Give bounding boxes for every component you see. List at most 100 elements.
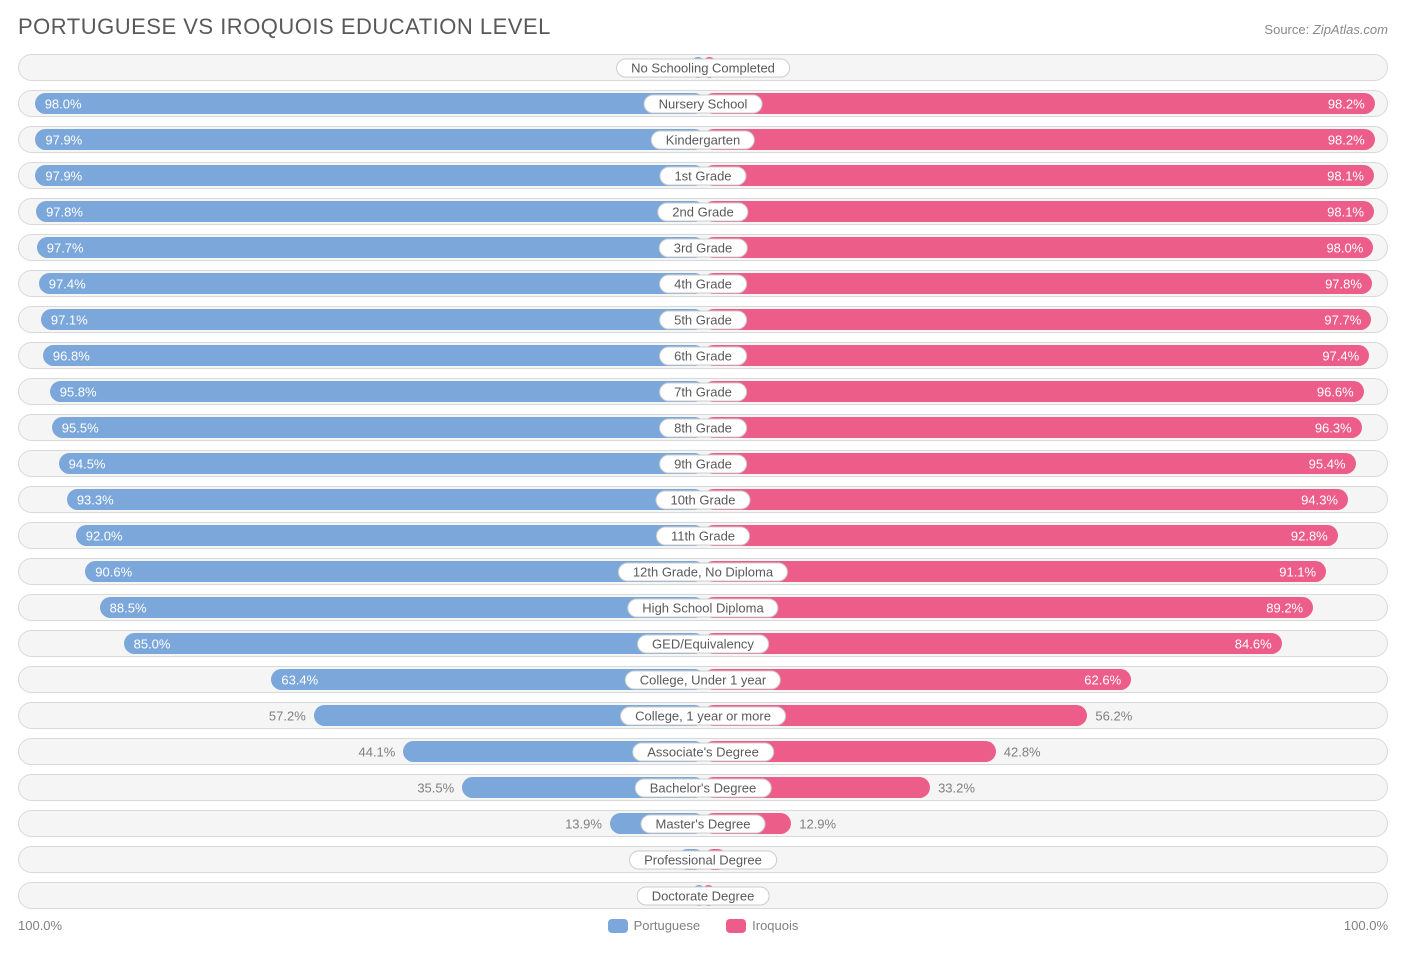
bar-row: 94.5% 95.4% 9th Grade — [18, 450, 1388, 477]
bar-left-value: 93.3% — [77, 493, 114, 506]
category-label: 1st Grade — [659, 166, 746, 185]
bar-row: 93.3% 94.3% 10th Grade — [18, 486, 1388, 513]
bar-left — [85, 561, 705, 582]
bar-left-value: 13.9% — [565, 817, 602, 830]
bar-right — [703, 309, 1371, 330]
bar-right-value: 97.4% — [1322, 349, 1359, 362]
chart-title: PORTUGUESE VS IROQUOIS EDUCATION LEVEL — [18, 14, 551, 40]
bar-right — [703, 597, 1313, 618]
bar-left-value: 44.1% — [358, 745, 395, 758]
category-label: 5th Grade — [659, 310, 747, 329]
bar-left-value: 97.9% — [45, 169, 82, 182]
bar-row: 97.7% 98.0% 3rd Grade — [18, 234, 1388, 261]
bar-left — [50, 381, 705, 402]
legend-label-portuguese: Portuguese — [634, 918, 701, 933]
bar-left-value: 35.5% — [417, 781, 454, 794]
bar-row: 97.9% 98.1% 1st Grade — [18, 162, 1388, 189]
bar-right — [703, 129, 1375, 150]
bar-left — [35, 165, 705, 186]
bar-right — [703, 489, 1348, 510]
bar-right — [703, 381, 1364, 402]
category-label: 9th Grade — [659, 454, 747, 473]
category-label: Doctorate Degree — [637, 886, 770, 905]
bar-left-value: 97.4% — [49, 277, 86, 290]
category-label: GED/Equivalency — [637, 634, 769, 653]
bar-left — [37, 237, 705, 258]
bar-right — [703, 633, 1282, 654]
bar-row: 63.4%62.6%College, Under 1 year — [18, 666, 1388, 693]
bar-right-value: 96.6% — [1317, 385, 1354, 398]
source-label: Source: — [1264, 22, 1309, 37]
legend-item-portuguese: Portuguese — [608, 918, 701, 933]
bar-left-value: 97.1% — [51, 313, 88, 326]
bar-right-value: 95.4% — [1309, 457, 1346, 470]
bar-right-value: 97.8% — [1325, 277, 1362, 290]
bar-row: 88.5%89.2%High School Diploma — [18, 594, 1388, 621]
category-label: 11th Grade — [656, 526, 750, 545]
bar-right-value: 92.8% — [1291, 529, 1328, 542]
category-label: Master's Degree — [641, 814, 766, 833]
bar-left-value: 98.0% — [45, 97, 82, 110]
bar-left-value: 97.7% — [47, 241, 84, 254]
diverging-bar-chart: 2.1%1.9%No Schooling Completed 98.0%98.2%… — [18, 54, 1388, 909]
bar-row: 97.4%97.8%4th Grade — [18, 270, 1388, 297]
bar-left — [52, 417, 705, 438]
chart-source: Source: ZipAtlas.com — [1264, 22, 1388, 37]
bar-row: 98.0%98.2%Nursery School — [18, 90, 1388, 117]
bar-right-value: 42.8% — [1004, 745, 1041, 758]
bar-row: 1.8%1.6%Doctorate Degree — [18, 882, 1388, 909]
category-label: College, Under 1 year — [625, 670, 781, 689]
category-label: Bachelor's Degree — [635, 778, 772, 797]
bar-left-value: 95.5% — [62, 421, 99, 434]
bar-row: 44.1% 42.8% Associate's Degree — [18, 738, 1388, 765]
category-label: 6th Grade — [659, 346, 747, 365]
bar-left — [35, 129, 705, 150]
legend-swatch-portuguese — [608, 919, 628, 933]
bar-left — [67, 489, 705, 510]
bar-right — [703, 165, 1374, 186]
category-label: Associate's Degree — [632, 742, 774, 761]
chart-footer: 100.0% Portuguese Iroquois 100.0% — [18, 918, 1388, 933]
bar-left — [36, 201, 705, 222]
bar-right-value: 56.2% — [1095, 709, 1132, 722]
category-label: Kindergarten — [651, 130, 755, 149]
bar-right — [703, 273, 1372, 294]
bar-row: 95.8%96.6%7th Grade — [18, 378, 1388, 405]
bar-row: 90.6%91.1%12th Grade, No Diploma — [18, 558, 1388, 585]
bar-right-value: 98.0% — [1326, 241, 1363, 254]
category-label: 12th Grade, No Diploma — [618, 562, 788, 581]
chart-header: PORTUGUESE VS IROQUOIS EDUCATION LEVEL S… — [18, 14, 1388, 40]
category-label: 10th Grade — [655, 490, 750, 509]
bar-row: 35.5% 33.2% Bachelor's Degree — [18, 774, 1388, 801]
legend-swatch-iroquois — [726, 919, 746, 933]
category-label: Professional Degree — [629, 850, 777, 869]
bar-right — [703, 561, 1326, 582]
bar-right-value: 12.9% — [799, 817, 836, 830]
bar-row: 2.1%1.9%No Schooling Completed — [18, 54, 1388, 81]
bar-row: 85.0%84.6%GED/Equivalency — [18, 630, 1388, 657]
bar-left-value: 96.8% — [53, 349, 90, 362]
bar-row: 97.9%98.2%Kindergarten — [18, 126, 1388, 153]
bar-right-value: 94.3% — [1301, 493, 1338, 506]
bar-left — [41, 309, 705, 330]
bar-right — [703, 345, 1369, 366]
bar-left-value: 94.5% — [69, 457, 106, 470]
bar-left-value: 92.0% — [86, 529, 123, 542]
bar-row: 57.2%56.2%College, 1 year or more — [18, 702, 1388, 729]
bar-row: 4.1%3.7%Professional Degree — [18, 846, 1388, 873]
bar-right-value: 98.1% — [1327, 169, 1364, 182]
bar-right — [703, 417, 1362, 438]
bar-right-value: 62.6% — [1084, 673, 1121, 686]
bar-left — [39, 273, 705, 294]
bar-row: 92.0% 92.8% 11th Grade — [18, 522, 1388, 549]
bar-left — [124, 633, 705, 654]
legend: Portuguese Iroquois — [608, 918, 799, 933]
bar-right — [703, 201, 1374, 222]
bar-left-value: 95.8% — [60, 385, 97, 398]
bar-left-value: 88.5% — [110, 601, 147, 614]
category-label: 2nd Grade — [657, 202, 748, 221]
bar-right-value: 33.2% — [938, 781, 975, 794]
source-name: ZipAtlas.com — [1313, 22, 1388, 37]
bar-row: 95.5%96.3%8th Grade — [18, 414, 1388, 441]
category-label: 3rd Grade — [659, 238, 748, 257]
